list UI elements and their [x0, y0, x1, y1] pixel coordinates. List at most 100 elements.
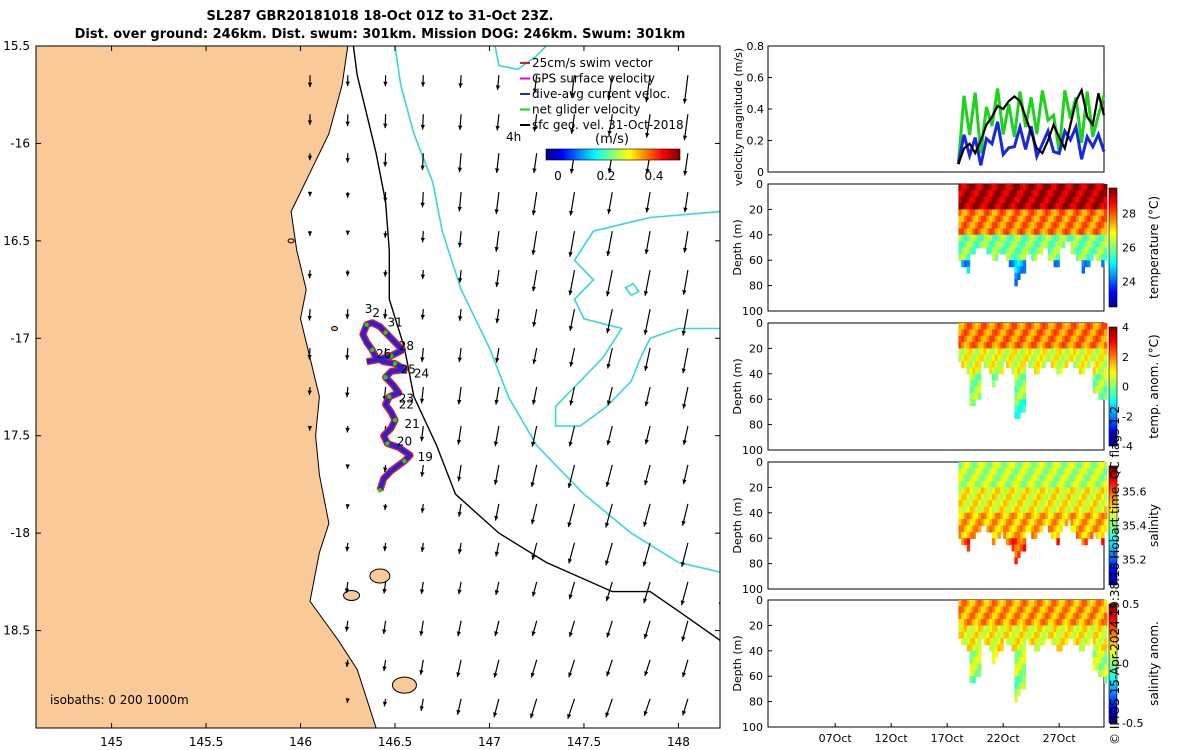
heatmap-cell: [972, 380, 976, 388]
current-vector-head: [457, 399, 462, 405]
heatmap-cell: [1050, 474, 1055, 482]
heatmap-cell: [1095, 215, 1099, 223]
heatmap-y-tick-label: 0: [756, 178, 763, 191]
heatmap-cell: [1045, 506, 1049, 514]
heatmap-cell: [1045, 519, 1049, 527]
heatmap-cell: [1056, 335, 1060, 343]
heatmap-cell: [1020, 215, 1024, 223]
heatmap-cell: [1101, 335, 1105, 343]
heatmap-cell: [983, 329, 987, 337]
heatmap-cell: [1056, 241, 1060, 249]
heatmap-cell: [978, 209, 982, 217]
heatmap-cell: [994, 348, 999, 356]
heatmap-cell: [1011, 525, 1015, 533]
heatmap-cell: [1022, 538, 1027, 546]
heatmap-cell: [969, 367, 973, 375]
heatmap-cell: [1070, 619, 1074, 626]
heatmap-cell: [1020, 506, 1024, 514]
time-x-tick-label: 12Oct: [875, 732, 909, 745]
heatmap-cell: [1020, 474, 1024, 482]
heatmap-cell: [1025, 462, 1029, 469]
heatmap-cell: [1042, 342, 1046, 350]
heatmap-cell: [1095, 512, 1099, 520]
heatmap-cell: [1022, 228, 1027, 236]
heatmap-cell: [1022, 519, 1027, 527]
heatmap-cell: [1048, 600, 1052, 607]
heatmap-cell: [1050, 493, 1055, 501]
heatmap-cell: [1078, 525, 1083, 533]
current-vector-head: [570, 129, 575, 134]
heatmap-cell: [1059, 361, 1063, 369]
heatmap-cell: [1104, 619, 1108, 626]
heatmap-cell: [1084, 247, 1088, 255]
heatmap-cell: [961, 329, 965, 337]
heatmap-cell: [1000, 468, 1004, 476]
current-vector-head: [720, 407, 724, 412]
heatmap-cell: [975, 631, 979, 639]
heatmap-cell: [961, 600, 965, 607]
heatmap-cell: [1022, 354, 1027, 362]
heatmap-cell: [1008, 619, 1013, 626]
heatmap-cell: [1025, 625, 1029, 633]
heatmap-cell: [1031, 525, 1035, 533]
heatmap-cell: [1092, 234, 1097, 242]
heatmap-cell: [1000, 500, 1004, 508]
heatmap-cell: [994, 487, 999, 495]
heatmap-cell: [1003, 600, 1007, 607]
heatmap-cell: [1076, 222, 1080, 230]
heatmap-cell: [1090, 625, 1094, 633]
heatmap-cell: [992, 531, 996, 539]
heatmap-cell: [1008, 487, 1013, 495]
heatmap-cell: [1076, 519, 1080, 527]
day-label: 21: [404, 417, 419, 431]
heatmap-cell: [1006, 190, 1010, 198]
heatmap-cell: [1034, 196, 1038, 204]
heatmap-cell: [1101, 650, 1105, 658]
heatmap-cell: [969, 512, 973, 520]
heatmap-cell: [1081, 512, 1085, 520]
heatmap-cell: [1003, 462, 1007, 469]
heatmap-cell: [1017, 247, 1021, 255]
heatmap-cell: [989, 606, 993, 614]
heatmap-cell: [1020, 222, 1024, 230]
heatmap-cell: [1008, 631, 1013, 639]
heatmap-cell: [1101, 493, 1105, 501]
heatmap-cell: [969, 323, 973, 330]
current-vector-head: [457, 206, 462, 212]
heatmap-cell: [1090, 335, 1094, 343]
current-vector-head: [568, 290, 573, 296]
heatmap-cell: [1073, 323, 1077, 330]
heatmap-cell: [1011, 354, 1015, 362]
heatmap-cell: [961, 625, 965, 633]
heatmap-cell: [1076, 196, 1080, 204]
heatmap-cell: [1003, 215, 1007, 223]
heatmap-cell: [994, 253, 999, 261]
heatmap-cell: [1045, 500, 1049, 508]
heatmap-cell: [1064, 638, 1069, 646]
heatmap-cell: [1070, 222, 1074, 230]
heatmap-cell: [1039, 638, 1043, 646]
heatmap-cell: [1017, 253, 1021, 261]
current-vector-head: [383, 505, 388, 510]
heatmap-cell: [972, 184, 976, 191]
heatmap-cell: [972, 487, 976, 495]
heatmap-cell: [980, 209, 985, 217]
heatmap-cell: [1011, 335, 1015, 343]
current-vector-head: [642, 561, 647, 567]
heatmap-cell: [1101, 234, 1105, 242]
heatmap-y-tick-label: 20: [749, 203, 763, 216]
heatmap-cell: [1070, 184, 1074, 191]
heatmap-cell: [986, 631, 990, 639]
heatmap-cell: [994, 638, 999, 646]
heatmap-cell: [1028, 215, 1032, 223]
heatmap-cell: [1039, 493, 1043, 501]
heatmap-cell: [1020, 631, 1024, 639]
heatmap-cell: [1087, 606, 1091, 614]
heatmap-cell: [1070, 600, 1074, 607]
heatmap-cell: [969, 676, 973, 684]
heatmap-cell: [1017, 631, 1021, 639]
heatmap-cell: [1039, 241, 1043, 249]
current-vector-head: [605, 522, 610, 528]
heatmap-cell: [1056, 228, 1060, 236]
heatmap-cell: [1039, 625, 1043, 633]
